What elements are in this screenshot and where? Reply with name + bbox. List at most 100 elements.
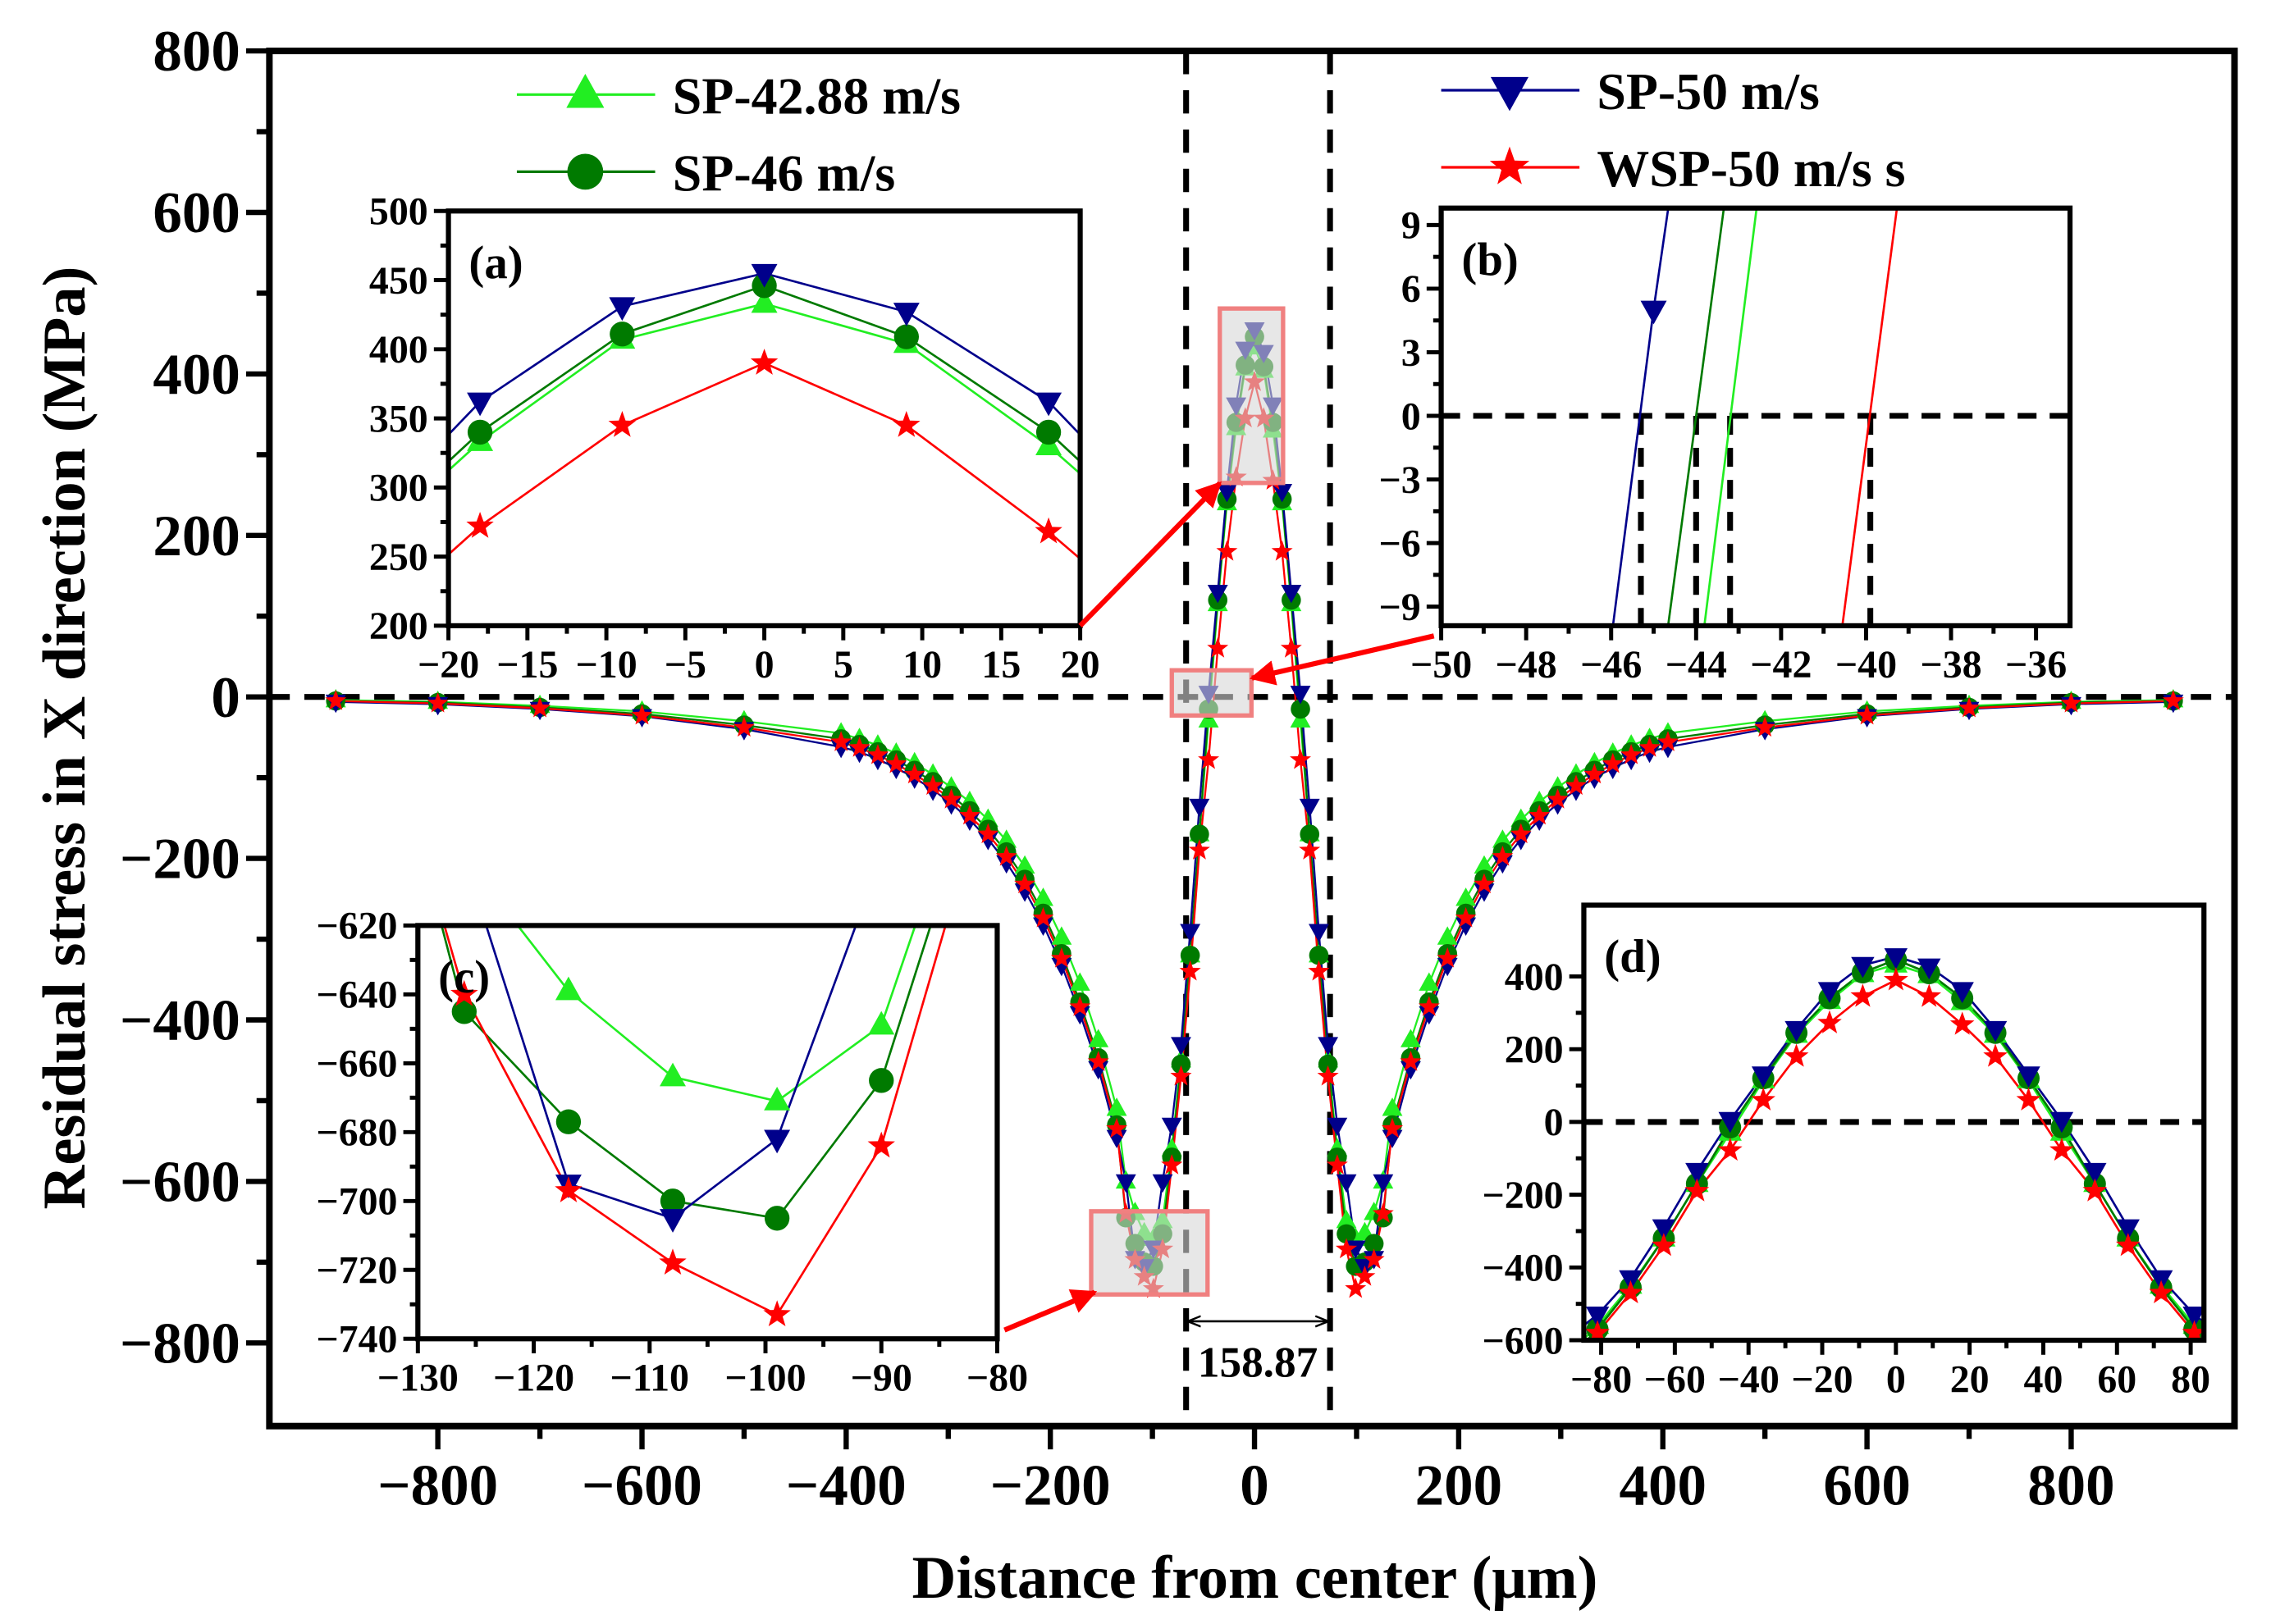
main-series-2-point	[1528, 812, 1550, 832]
main-series-3-point	[1308, 960, 1330, 981]
insets: −20 −15 −10 −5 0 5 10 15 20200250300350400450500…	[316, 190, 2210, 1402]
inset-b-y-tick-label: 6	[1401, 267, 1421, 311]
inset-c-series-1-point	[555, 1109, 582, 1134]
main-series-2-point	[849, 744, 870, 764]
inset-a-panel-label: (a)	[468, 237, 523, 289]
inset-a-x-tick-label: 0	[755, 643, 775, 687]
inset-d-series-3-point	[2149, 1280, 2173, 1303]
main-series-3-point	[1372, 1202, 1394, 1223]
main-series-2-point	[959, 812, 980, 832]
main-series-3-point	[830, 731, 852, 751]
inset-c-x-tick-label: −90	[851, 1357, 912, 1400]
inset-b-y-tick-label: −6	[1378, 522, 1420, 565]
main-series-0-point	[1400, 1029, 1421, 1047]
main-series-3-point	[733, 716, 755, 737]
inset-d-y-tick-label: 0	[1544, 1101, 1564, 1144]
main-series-2-point	[1492, 855, 1513, 874]
inset-d-x-tick-label: 0	[1886, 1357, 1906, 1401]
main-x-tick-label: −800	[377, 1454, 498, 1518]
main-series-2-point	[1336, 1174, 1357, 1193]
main-y-tick-label: −800	[120, 1312, 240, 1375]
main-series-3-point	[2060, 691, 2082, 713]
inset-a-series-2-point	[751, 263, 778, 288]
main-series-2-point	[1437, 957, 1458, 977]
inset-c-series-0-point	[660, 1062, 686, 1087]
inset-a-y-tick-label: 500	[369, 190, 428, 234]
inset-c-series-1-point	[451, 999, 477, 1024]
main-series-2-point	[1272, 483, 1293, 503]
main-series-2-point	[1345, 1240, 1366, 1259]
inset-d-series-3-point	[1585, 1320, 1610, 1341]
main-series-3-point	[325, 689, 347, 710]
main-series-2-point	[1639, 744, 1660, 764]
main-series-3-point	[1271, 540, 1293, 561]
inset-a-series-1-point	[467, 419, 493, 445]
inset-d-series-3-point	[2082, 1178, 2108, 1202]
inset-d-y-tick-label: −400	[1482, 1247, 1563, 1290]
main-series-0-point	[1014, 855, 1035, 874]
inset-b-x-tick-label: −42	[1750, 643, 1812, 687]
main-series-3-point	[1087, 1050, 1109, 1071]
inset-c-x-tick-label: −120	[493, 1357, 574, 1400]
main-series-1-point	[1337, 1224, 1356, 1244]
main-series-1-point	[1291, 699, 1310, 719]
main-series-2-point	[1657, 740, 1679, 759]
inset-c-series-line-0	[516, 925, 916, 1102]
main-series-3-point	[1418, 996, 1440, 1016]
inset-b-series-line-0	[1703, 208, 1758, 626]
main-series-2-point	[1161, 1117, 1182, 1137]
main-series-3-point	[1510, 823, 1532, 844]
main-series-2-point	[830, 740, 852, 759]
legend-label: SP-46 m/s	[673, 144, 895, 202]
main-series-3-point	[1106, 1117, 1128, 1138]
inset-d-series-2-point	[2083, 1162, 2107, 1184]
inset-d-series-3-point	[1949, 1011, 1975, 1035]
main-series-3-point	[848, 737, 870, 757]
inset-b-y-tick-label: −3	[1378, 458, 1420, 502]
main-series-0-point	[1069, 972, 1090, 991]
main-y-tick-label: −200	[120, 828, 240, 892]
main-series-0-point	[1382, 1097, 1403, 1116]
main-y-tick-label: 600	[153, 181, 240, 245]
inset-a-y-tick-label: 300	[369, 467, 428, 510]
inset-c-series-2-point	[764, 1129, 791, 1154]
inset-a-x-tick-label: 10	[902, 643, 942, 687]
arrow-to-inset-b	[1249, 633, 1435, 686]
main-series-3-point	[1958, 696, 1981, 718]
legend-label: SP-50 m/s	[1597, 62, 1819, 121]
inset-c-series-3-point	[659, 1248, 687, 1275]
main-series-0-point	[1492, 829, 1513, 848]
inset-c-x-tick-label: −110	[610, 1357, 689, 1400]
main-series-0-point	[1051, 926, 1072, 945]
inset-a-series-1-point	[610, 322, 635, 347]
legend-item: SP-50 m/s	[1441, 62, 1820, 121]
main-series-3-point	[2162, 689, 2184, 710]
main-series-2-point	[1189, 798, 1210, 818]
main-series-2-point	[1051, 957, 1072, 977]
inset-d-y-tick-label: −600	[1482, 1319, 1563, 1362]
main-series-2-point	[1152, 1174, 1173, 1193]
main-series-2-point	[1565, 782, 1587, 801]
inset-d-series-3-point	[1817, 1010, 1842, 1033]
inset-b-x-tick-label: −44	[1666, 643, 1727, 687]
inset-a-series-3-point	[1035, 517, 1062, 544]
inset-d-series-2-point	[1685, 1162, 1709, 1184]
main-series-2-point	[1290, 686, 1311, 705]
inset-d-series-2-point	[1917, 958, 1941, 980]
main-series-2-point	[996, 855, 1017, 874]
inset-c-series-2-point	[660, 1209, 686, 1233]
main-series-2-point	[885, 760, 907, 779]
main-x-tick-label: 0	[1240, 1454, 1268, 1518]
main-series-2-point	[1207, 585, 1228, 604]
main-series-2-point	[1318, 1037, 1339, 1056]
main-series-0-point	[1455, 887, 1477, 906]
main-y-tick-label: 400	[153, 343, 240, 407]
main-series-3-point	[1382, 1117, 1404, 1138]
main-series-1-point	[1190, 824, 1209, 844]
main-series-3-point	[1455, 906, 1477, 928]
inset-a-x-tick-label: −10	[575, 643, 637, 687]
inset-c-series-1-point	[660, 1188, 686, 1214]
main-series-3-point	[1207, 636, 1229, 658]
inset-a-series-2-point	[1035, 392, 1062, 417]
inset-a-x-tick-label: −5	[665, 643, 706, 687]
